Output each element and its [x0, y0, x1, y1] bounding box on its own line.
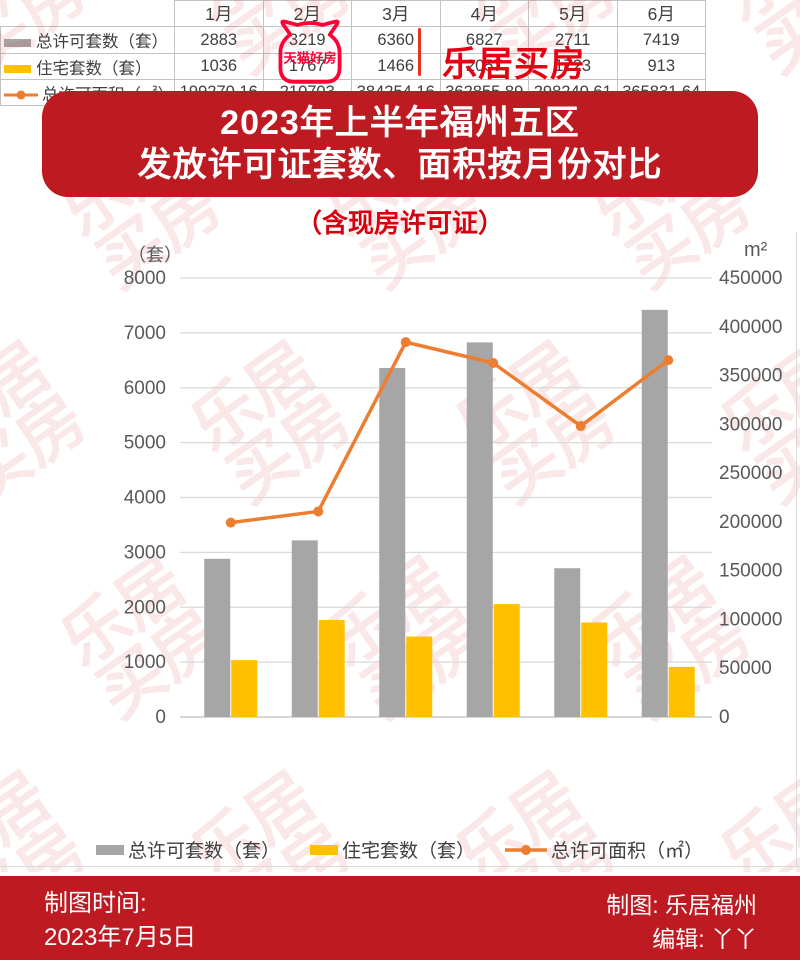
right-axis-tick-label: 150000	[719, 561, 782, 582]
bar-total-permits	[204, 558, 231, 717]
bar-residential-units	[318, 620, 345, 717]
bar-residential-units	[493, 604, 520, 717]
combo-chart-plot: 0 1000 2000 3000 4000 5000 6000 7000 8000 0 50000 1…	[124, 268, 783, 728]
footer-maker: 制图: 乐居福州	[606, 892, 757, 918]
line-point-marker	[400, 337, 411, 348]
bar-total-permits	[466, 342, 493, 717]
left-axis-tick-label: 0	[155, 707, 166, 728]
right-axis-tick-label: 450000	[719, 268, 782, 289]
table-value-cell: 2711	[528, 26, 618, 54]
right-axis-tick-label: 400000	[719, 317, 782, 338]
bar-residential-units	[231, 660, 258, 717]
bar-residential-units	[668, 666, 695, 717]
title-line-1: 2023年上半年福州五区	[220, 104, 580, 142]
table-value-cell: 7419	[616, 26, 706, 54]
tmall-cat-logo: 天猫好房	[276, 18, 344, 88]
right-axis-tick-label: 0	[719, 707, 730, 728]
bar-residential-units	[406, 636, 433, 717]
line-point-marker	[575, 421, 586, 432]
right-axis-tick-label: 350000	[719, 366, 782, 387]
table-value-cell: 6827	[439, 26, 529, 54]
right-axis-tick-label: 250000	[719, 463, 782, 484]
legend-item: 总许可套数（套）	[96, 836, 280, 863]
month-header-cell: 4月	[439, 0, 529, 27]
tmall-logo-text: 天猫好房	[283, 50, 336, 66]
right-axis-tick-label: 100000	[719, 609, 782, 630]
left-axis-tick-label: 3000	[124, 542, 166, 563]
legend-item: 总许可面积（㎡）	[505, 836, 703, 863]
left-axis-tick-label: 6000	[124, 378, 166, 399]
bar-total-permits	[379, 367, 406, 717]
title-line-2: 发放许可证套数、面积按月份对比	[137, 146, 663, 184]
left-axis-tick-label: 8000	[124, 268, 166, 289]
bar-residential-units	[581, 622, 608, 717]
left-axis-tick-label: 7000	[124, 323, 166, 344]
title-banner: 2023年上半年福州五区 发放许可证套数、面积按月份对比	[42, 91, 758, 197]
legend-swatch-bar	[96, 844, 124, 855]
line-point-marker	[313, 506, 324, 517]
right-axis-unit-label: m²	[744, 239, 768, 261]
legend-line-icon	[4, 90, 38, 100]
left-axis-tick-label: 5000	[124, 433, 166, 454]
table-row: 住宅套数（套） 1036 1767 1466 2057 1723 913	[0, 53, 706, 80]
line-total-area	[229, 340, 670, 525]
chart-legend: 总许可套数（套） 住宅套数（套） 总许可面积（㎡）	[96, 836, 703, 863]
line-point-marker	[488, 358, 499, 369]
leju-logo-text: 乐居买房	[442, 45, 587, 84]
table-value-cell: 1466	[351, 53, 441, 80]
footer-time-label: 制图时间:	[44, 890, 147, 917]
line-point-marker	[225, 517, 236, 528]
chart-subtitle: （含现房许可证）	[295, 208, 504, 238]
legend-line-icon	[505, 844, 548, 855]
table-value-cell: 913	[616, 53, 706, 80]
right-axis-tick-label: 200000	[719, 512, 782, 533]
table-row: 总许可套数（套） 2883 3219 6360 6827 2711 7419	[0, 26, 706, 54]
chart-border-bottom	[0, 866, 800, 867]
logo-divider	[418, 28, 421, 76]
left-axis-unit-label: （套）	[128, 245, 182, 265]
legend-swatch-bar	[310, 844, 339, 855]
month-header-cell: 3月	[351, 0, 441, 27]
table-value-cell: 2057	[439, 53, 529, 80]
footer-editor: 编辑: 丫丫	[652, 926, 757, 952]
table-row-label: 总许可套数（套）	[0, 26, 175, 54]
legend-label: 总许可套数（套）	[128, 841, 281, 862]
left-axis-tick-label: 4000	[124, 488, 166, 509]
left-axis-tick-label: 1000	[124, 652, 166, 673]
cat-head-outline-icon	[278, 19, 342, 84]
bar-total-permits	[291, 540, 318, 717]
chart-border-right	[796, 232, 797, 866]
month-header-cell: 6月	[616, 0, 706, 27]
legend-item: 住宅套数（套）	[310, 836, 475, 863]
footer-bar: 制图时间: 2023年7月5日 制图: 乐居福州 编辑: 丫丫	[0, 876, 800, 960]
legend-label: 总许可面积（㎡）	[551, 841, 704, 862]
left-axis-tick-label: 2000	[124, 597, 166, 618]
right-axis-tick-label: 50000	[719, 658, 772, 679]
legend-swatch-bar	[4, 38, 31, 47]
table-value-cell: 1036	[174, 53, 264, 80]
right-axis-tick-label: 300000	[719, 414, 782, 435]
legend-label: 住宅套数（套）	[342, 841, 476, 862]
line-point-marker	[663, 355, 674, 366]
bar-total-permits	[554, 568, 581, 717]
footer-date: 2023年7月5日	[44, 924, 197, 951]
legend-swatch-bar	[4, 65, 31, 74]
watermark-tile: 乐居 买房	[708, 0, 800, 87]
watermark-tile: 乐居 买房	[0, 0, 100, 87]
